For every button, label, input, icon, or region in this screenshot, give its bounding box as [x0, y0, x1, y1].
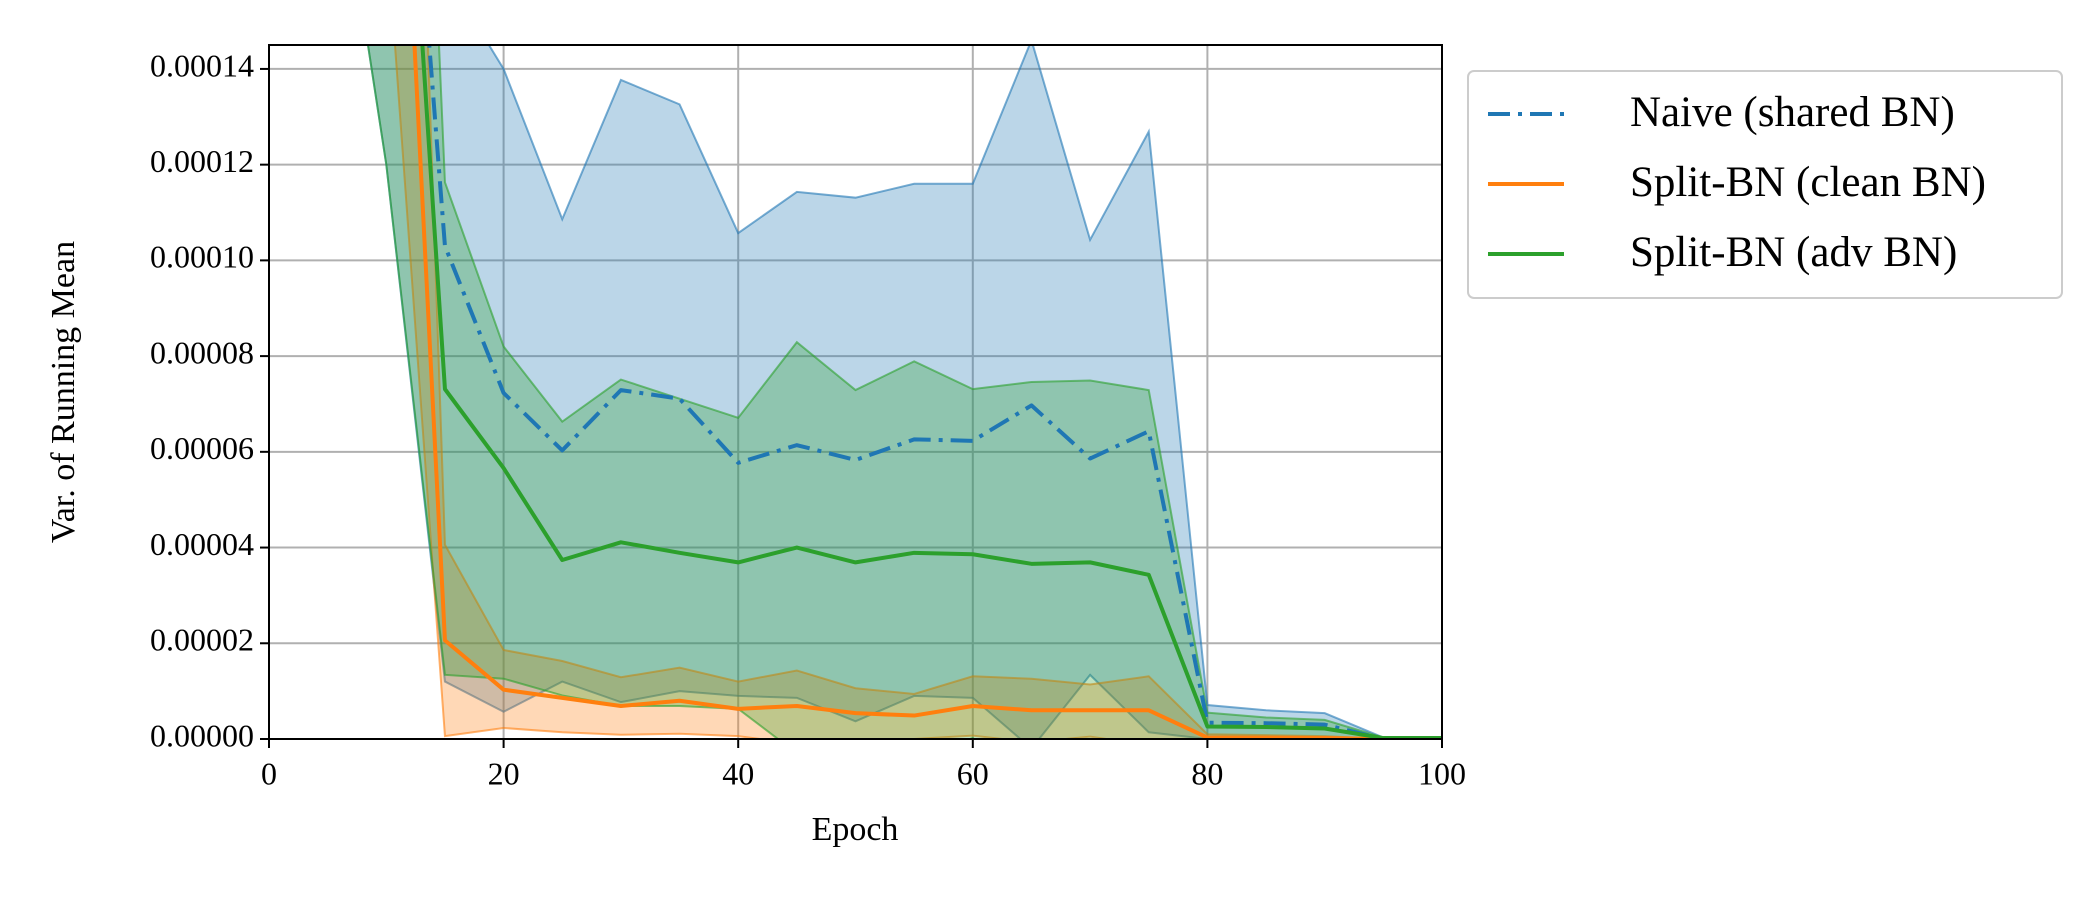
x-tick-label: 20	[488, 755, 520, 791]
plot-frame	[268, 44, 1443, 740]
line	[420, 45, 1442, 739]
y-tick-label: 0.00000	[150, 717, 254, 753]
error-band	[366, 45, 1442, 739]
y-tick-label: 0.00004	[150, 526, 254, 562]
legend-label: Split-BN (clean BN)	[1630, 159, 1986, 206]
y-tick-label: 0.00006	[150, 430, 254, 466]
y-tick-label: 0.00010	[150, 239, 254, 275]
x-tick-label: 0	[261, 755, 277, 791]
legend-box	[1467, 70, 2063, 299]
x-tick-label: 60	[957, 755, 989, 791]
line	[427, 45, 1442, 739]
legend-label: Naive (shared BN)	[1630, 89, 1955, 136]
error-band	[393, 45, 1442, 739]
plot-area	[366, 45, 1442, 739]
x-tick-label: 100	[1418, 755, 1466, 791]
y-axis-label: Var. of Running Mean	[45, 241, 82, 543]
line	[412, 45, 1442, 739]
x-axis-label: Epoch	[812, 811, 899, 848]
y-tick-label: 0.00012	[150, 143, 254, 179]
x-tick-label: 40	[722, 755, 754, 791]
x-tick-label: 80	[1191, 755, 1223, 791]
y-tick-label: 0.00008	[150, 334, 254, 370]
legend-label: Split-BN (adv BN)	[1630, 229, 1957, 276]
y-tick-label: 0.00002	[150, 622, 254, 658]
y-tick-label: 0.00014	[150, 47, 254, 83]
